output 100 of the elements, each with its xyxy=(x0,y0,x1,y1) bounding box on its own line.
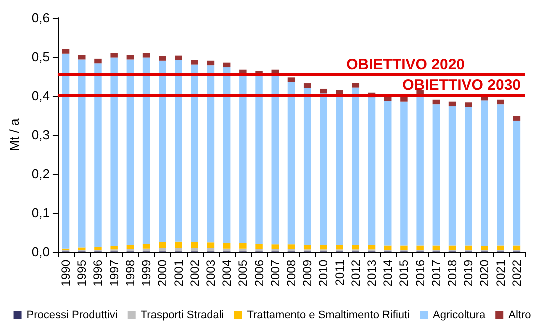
bar xyxy=(336,245,344,250)
x-tick-label: 2015 xyxy=(397,260,412,287)
bar xyxy=(223,68,231,244)
bar xyxy=(497,100,504,105)
bar xyxy=(497,246,504,250)
bar xyxy=(191,248,198,252)
bar xyxy=(481,246,488,250)
bar xyxy=(368,98,376,246)
bar xyxy=(465,102,472,108)
bar xyxy=(110,58,118,246)
bar xyxy=(94,64,102,248)
x-tick-label: 2004 xyxy=(220,260,234,287)
bar xyxy=(126,245,134,250)
bar xyxy=(207,60,215,66)
bar xyxy=(175,242,182,248)
y-tick-label: 0,4 xyxy=(32,88,50,104)
bar xyxy=(432,104,440,246)
y-tick-label: 0,3 xyxy=(32,128,50,142)
bar xyxy=(288,244,296,250)
bar xyxy=(400,97,408,102)
y-axis-title: Mt / a xyxy=(7,118,22,152)
bar xyxy=(465,246,472,250)
bar xyxy=(384,96,392,102)
x-tick-label: 2014 xyxy=(381,260,396,287)
bar xyxy=(159,60,166,242)
x-tick-label: 2003 xyxy=(204,260,218,287)
bar xyxy=(448,246,456,250)
bar xyxy=(304,88,312,246)
bar xyxy=(207,66,215,243)
bar xyxy=(142,53,150,58)
ref-line-label: OBIETTIVO 2020 xyxy=(346,56,465,74)
bar xyxy=(256,249,263,252)
bar xyxy=(223,62,231,68)
bar xyxy=(513,120,521,246)
bar xyxy=(159,242,166,248)
x-tick-label: 1995 xyxy=(75,260,90,287)
bar xyxy=(384,246,392,250)
x-tick-label: 2012 xyxy=(348,260,363,287)
bar xyxy=(432,100,440,105)
x-tick-label: 2010 xyxy=(316,260,331,287)
bar xyxy=(126,60,134,246)
bar xyxy=(497,104,504,246)
x-tick-label: 2020 xyxy=(478,260,492,287)
bar xyxy=(175,60,182,242)
x-tick-label: 1997 xyxy=(107,260,122,287)
bar xyxy=(78,248,86,250)
bar xyxy=(513,246,521,250)
bar xyxy=(191,64,198,242)
x-tick-label: 2016 xyxy=(413,260,428,287)
bar xyxy=(256,76,263,244)
x-tick-label: 2021 xyxy=(494,260,508,287)
bar xyxy=(416,246,424,250)
x-tick-label: 2000 xyxy=(156,260,170,287)
y-tick-label: 0,5 xyxy=(32,50,50,64)
x-tick-label: 1996 xyxy=(91,260,106,287)
bar xyxy=(288,78,296,82)
bar xyxy=(175,248,182,252)
bar xyxy=(240,243,247,249)
y-tick-label: 0,1 xyxy=(32,206,50,220)
bar xyxy=(110,53,118,58)
x-tick-label: 2011 xyxy=(332,260,347,286)
bar xyxy=(400,246,408,250)
x-tick-label: 2001 xyxy=(172,260,186,287)
bar xyxy=(400,102,408,246)
x-tick-label: 2017 xyxy=(429,260,444,287)
y-tick-label: 0,0 xyxy=(32,244,50,260)
bar xyxy=(191,60,198,65)
bar xyxy=(320,245,328,250)
bar xyxy=(513,116,521,121)
legend-label: Agricoltura xyxy=(433,310,486,322)
x-tick-label: 2013 xyxy=(365,260,380,287)
bar xyxy=(191,242,198,248)
bar xyxy=(62,54,70,249)
bar xyxy=(448,106,456,246)
legend-label: Altro xyxy=(508,310,532,322)
bar xyxy=(288,82,296,245)
bar xyxy=(223,243,231,249)
bar xyxy=(207,248,215,252)
legend-label: Trasporti Stradali xyxy=(140,310,224,322)
bar xyxy=(352,245,360,250)
x-tick-label: 1998 xyxy=(123,260,138,287)
legend-label: Trattamento e Smaltimento Rifiuti xyxy=(247,310,410,322)
x-tick-label: 1990 xyxy=(59,260,74,287)
bar xyxy=(126,55,134,60)
bar xyxy=(272,244,280,250)
bar xyxy=(384,101,392,246)
bar xyxy=(175,56,182,61)
x-tick-label: 2022 xyxy=(510,260,524,287)
x-tick-label: 2009 xyxy=(300,260,315,287)
x-tick-label: 2019 xyxy=(462,260,476,287)
bar xyxy=(304,245,312,250)
bar xyxy=(465,107,472,246)
bar xyxy=(352,83,360,88)
bar xyxy=(320,88,328,94)
bar xyxy=(94,58,102,64)
bar xyxy=(256,244,263,250)
bar xyxy=(78,60,86,248)
x-tick-label: 2006 xyxy=(252,260,266,287)
bar xyxy=(207,242,215,248)
bar xyxy=(78,55,86,60)
